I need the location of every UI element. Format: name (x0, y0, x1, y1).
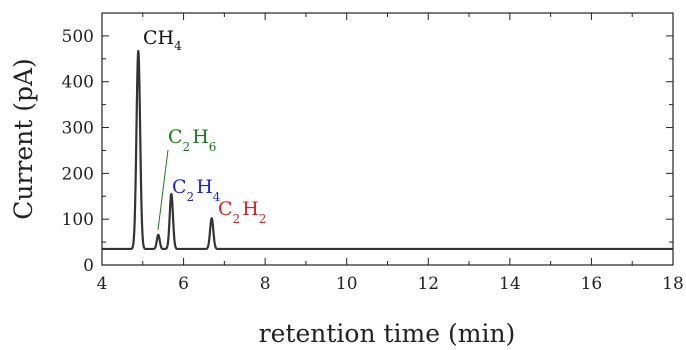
annotation-ch4: CH4 (143, 27, 182, 53)
x-tick-label: 8 (260, 274, 271, 294)
annotation-ch4-base: CH (143, 27, 174, 49)
annotation-c2h4: C2 H4 (172, 176, 221, 204)
x-axis-title: retention time (min) (259, 319, 516, 348)
annotation-c2h6-h: H (192, 126, 209, 148)
annotation-c2h6-sub2: 6 (209, 140, 217, 154)
annotation-c2h4-sub2: 4 (213, 190, 221, 204)
annotation-c2h4-h: H (196, 176, 213, 198)
y-tick-label: 300 (62, 119, 94, 139)
annotation-c2h6-c: C (168, 126, 183, 148)
y-tick-label: 500 (62, 27, 94, 47)
plot-frame (101, 12, 674, 266)
x-tick-label: 6 (178, 274, 189, 294)
c2h6-leader-line (157, 149, 169, 231)
annotation-c2h2-sub1: 2 (233, 212, 241, 226)
annotation-c2h2-c: C (218, 198, 233, 220)
chromatogram-trace (101, 49, 674, 251)
annotation-c2h4-sub1: 2 (187, 190, 195, 204)
x-tick-label: 12 (417, 274, 439, 294)
y-tick-label: 200 (62, 164, 94, 184)
annotation-c2h6: C2 H6 (168, 126, 216, 154)
ticks-layer (101, 12, 674, 266)
x-tick-label: 16 (581, 274, 603, 294)
annotation-ch4-sub: 4 (174, 39, 182, 53)
y-tick-label: 100 (62, 210, 94, 230)
y-tick-label: 400 (62, 73, 94, 93)
tick-labels-layer: 4 6 8 10 12 14 16 18 0 100 200 300 400 500 (62, 27, 684, 294)
annotation-c2h2-sub2: 2 (259, 212, 267, 226)
annotation-c2h6-sub1: 2 (183, 140, 191, 154)
x-tick-label: 18 (662, 274, 684, 294)
annotation-c2h4-c: C (172, 176, 187, 198)
y-tick-label: 0 (83, 256, 94, 276)
x-tick-label: 4 (97, 274, 108, 294)
x-tick-label: 14 (499, 274, 521, 294)
annotation-c2h2: C2 H2 (218, 198, 266, 226)
x-tick-label: 10 (336, 274, 358, 294)
annotation-c2h2-h: H (242, 198, 259, 220)
y-axis-title: Current (pA) (9, 58, 38, 220)
